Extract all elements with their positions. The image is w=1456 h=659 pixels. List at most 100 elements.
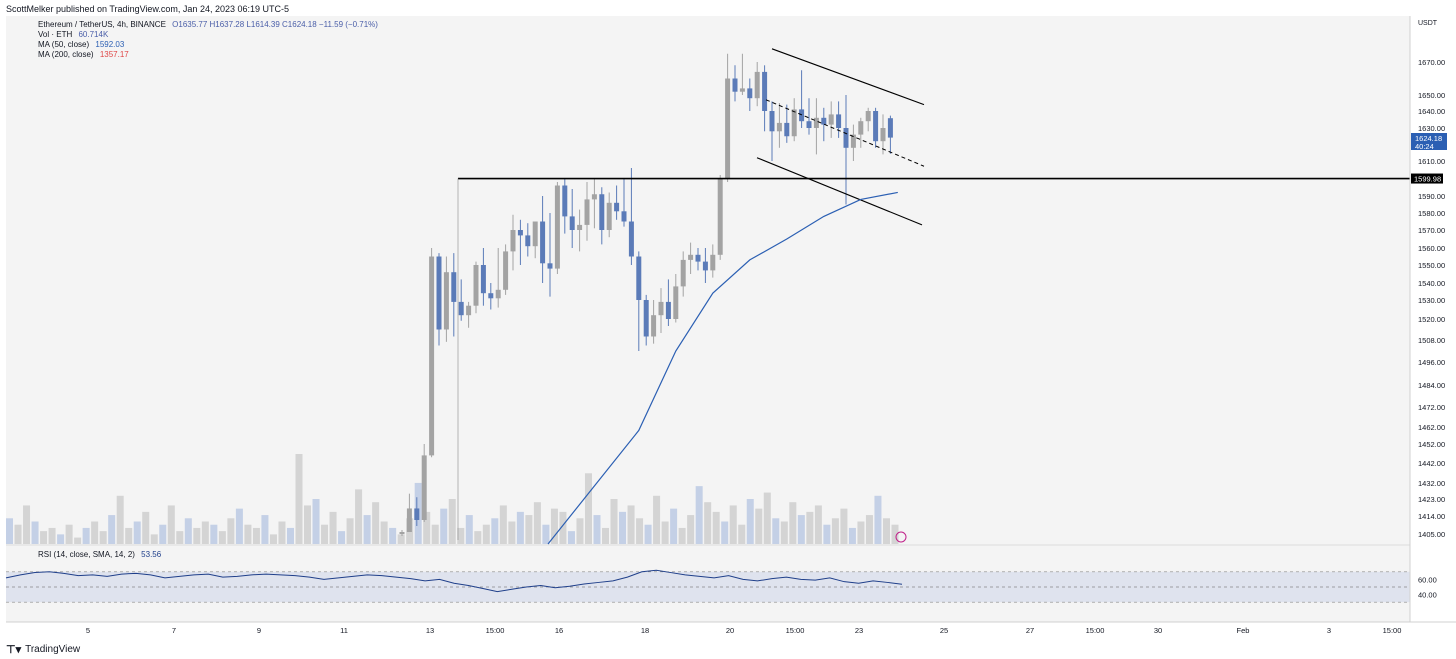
- candle-body[interactable]: [754, 71, 760, 99]
- candle-body[interactable]: [488, 293, 494, 299]
- candle-body[interactable]: [658, 301, 664, 316]
- legend-symbol[interactable]: Ethereum / TetherUS, 4h, BINANCE: [38, 20, 166, 29]
- candle-body[interactable]: [577, 224, 583, 230]
- candle-body[interactable]: [547, 263, 553, 269]
- candle-body[interactable]: [510, 230, 516, 252]
- channel-mid-dashed-line[interactable]: [765, 99, 925, 167]
- candle-body[interactable]: [732, 78, 738, 92]
- time-tick-label: 18: [641, 626, 649, 635]
- volume-bar: [193, 527, 201, 544]
- candle-body[interactable]: [614, 202, 620, 212]
- candle-body[interactable]: [769, 111, 775, 132]
- candle-body[interactable]: [665, 301, 671, 319]
- volume-bar: [891, 524, 899, 544]
- candle-body[interactable]: [517, 230, 523, 236]
- candle-body[interactable]: [725, 78, 731, 179]
- volume-bar: [304, 505, 312, 544]
- price-tick-label: 1650.00: [1418, 91, 1445, 100]
- candle-body[interactable]: [451, 272, 457, 302]
- candle-body[interactable]: [584, 199, 590, 225]
- candle-body[interactable]: [562, 185, 568, 217]
- rsi-legend-label[interactable]: RSI (14, close, SMA, 14, 2): [38, 550, 135, 559]
- price-tick-label: 1452.00: [1418, 440, 1445, 449]
- volume-bar: [653, 495, 661, 544]
- candle-body[interactable]: [762, 71, 768, 111]
- candle-body[interactable]: [554, 185, 560, 269]
- candle-body[interactable]: [651, 315, 657, 337]
- legend-volume-label[interactable]: Vol · ETH: [38, 30, 73, 39]
- channel-lower-line[interactable]: [756, 157, 923, 226]
- candle-body[interactable]: [702, 261, 708, 271]
- candle-body[interactable]: [710, 254, 716, 271]
- candle-body[interactable]: [695, 254, 701, 262]
- candle-body[interactable]: [540, 221, 546, 264]
- candle-body[interactable]: [821, 117, 827, 125]
- candle-body[interactable]: [480, 265, 486, 294]
- time-tick-label: 15:00: [486, 626, 505, 635]
- candle-body[interactable]: [739, 88, 745, 92]
- candle-body[interactable]: [495, 289, 501, 299]
- candle-body[interactable]: [591, 194, 597, 200]
- candle-body[interactable]: [880, 128, 886, 142]
- candle-body[interactable]: [865, 111, 871, 122]
- candle-body[interactable]: [688, 254, 694, 260]
- candle-body[interactable]: [858, 121, 864, 135]
- candle-body[interactable]: [850, 134, 856, 148]
- level-price-tag[interactable]: [1411, 173, 1443, 184]
- legend-ma200-label[interactable]: MA (200, close): [38, 50, 94, 59]
- candle-body[interactable]: [399, 532, 405, 534]
- candle-body[interactable]: [532, 221, 538, 247]
- candle-body[interactable]: [791, 109, 797, 137]
- candle-body[interactable]: [628, 221, 634, 257]
- candle-body[interactable]: [813, 117, 819, 128]
- candle-body[interactable]: [717, 178, 723, 255]
- volume-bar: [491, 518, 499, 544]
- candle-body[interactable]: [836, 114, 842, 128]
- candle-body[interactable]: [828, 114, 834, 125]
- candle-body[interactable]: [636, 256, 642, 301]
- candle-body[interactable]: [406, 508, 412, 532]
- candle-body[interactable]: [747, 88, 753, 99]
- ma50-line[interactable]: [547, 191, 898, 545]
- candle-body[interactable]: [436, 256, 442, 330]
- candle-body[interactable]: [458, 301, 464, 316]
- legend-ma50-label[interactable]: MA (50, close): [38, 40, 90, 49]
- price-tick-label: 1550.00: [1418, 261, 1445, 270]
- candle-body[interactable]: [621, 211, 627, 222]
- candle-body[interactable]: [806, 121, 812, 128]
- candle-body[interactable]: [466, 305, 472, 316]
- candle-body[interactable]: [473, 265, 479, 306]
- candle-body[interactable]: [843, 128, 849, 148]
- candle-body[interactable]: [599, 194, 605, 230]
- volume-bar: [797, 515, 805, 544]
- candle-body[interactable]: [776, 122, 782, 132]
- rsi-line[interactable]: [5, 569, 903, 593]
- volume-bar: [312, 499, 320, 544]
- volume-bar: [31, 521, 39, 544]
- candle-body[interactable]: [569, 216, 575, 230]
- volume-bar: [738, 524, 746, 544]
- volume-bar: [670, 508, 678, 544]
- tradingview-logo-icon: ⊤▾: [6, 644, 22, 656]
- channel-upper-line[interactable]: [771, 48, 925, 106]
- candle-body[interactable]: [525, 235, 531, 247]
- candle-body[interactable]: [414, 508, 420, 520]
- volume-bar: [48, 527, 56, 544]
- candle-body[interactable]: [606, 202, 612, 230]
- candle-body[interactable]: [643, 300, 649, 337]
- candle-body[interactable]: [680, 259, 686, 287]
- candle-body[interactable]: [421, 455, 427, 520]
- candle-body[interactable]: [784, 122, 790, 137]
- alert-lightning-icon[interactable]: [895, 531, 907, 543]
- current-price-tag[interactable]: [1411, 133, 1447, 150]
- candle-body[interactable]: [887, 118, 893, 138]
- footer-brand-text[interactable]: TradingView: [25, 644, 81, 655]
- candle-body[interactable]: [873, 111, 879, 142]
- candle-body[interactable]: [503, 251, 509, 290]
- candle-body[interactable]: [673, 286, 679, 319]
- main-plot-area[interactable]: [6, 16, 1410, 544]
- price-tick-label: 1540.00: [1418, 279, 1445, 288]
- candle-body[interactable]: [429, 256, 435, 456]
- candle-body[interactable]: [443, 272, 449, 330]
- volume-bar: [397, 534, 405, 544]
